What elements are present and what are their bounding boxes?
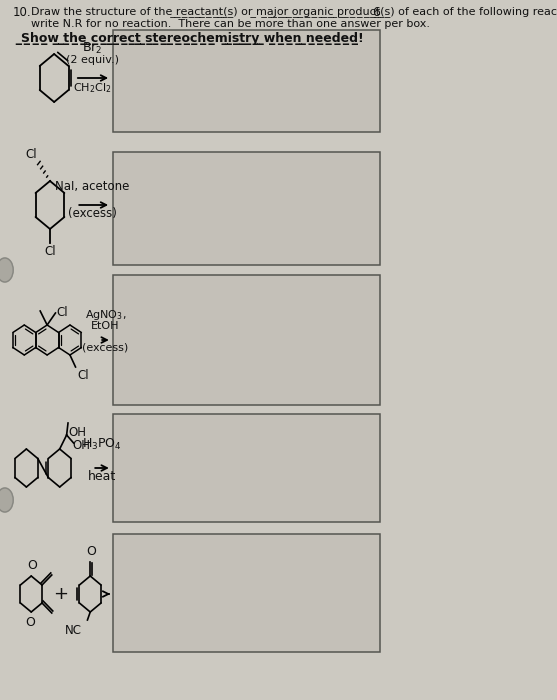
Text: (excess): (excess) <box>68 207 117 220</box>
Text: Cl: Cl <box>77 369 89 382</box>
Text: (excess): (excess) <box>82 342 129 352</box>
Text: Cl: Cl <box>57 305 69 318</box>
Bar <box>113 30 380 132</box>
Text: write N.R for no reaction.  There can be more than one answer per box.: write N.R for no reaction. There can be … <box>31 19 429 29</box>
Text: O: O <box>26 616 36 629</box>
Text: OH: OH <box>68 426 86 440</box>
Text: (2 equiv.): (2 equiv.) <box>66 55 119 65</box>
Text: heat: heat <box>88 470 116 483</box>
Text: EtOH: EtOH <box>91 321 120 331</box>
Circle shape <box>0 488 13 512</box>
Text: NC: NC <box>65 624 82 637</box>
Bar <box>113 414 380 522</box>
Bar <box>113 275 380 405</box>
Circle shape <box>0 258 13 282</box>
Text: H$_3$PO$_4$: H$_3$PO$_4$ <box>82 437 122 452</box>
Text: Draw the structure of the ̲r̲e̲a̲c̲t̲a̲n̲t̲(̲s̲) or ̲m̲a̲j̲o̲r̲ ̲o̲r̲g̲a̲n̲i̲c̲ : Draw the structure of the ̲r̲e̲a̲c̲t̲a̲n… <box>31 6 557 17</box>
Text: Cl: Cl <box>26 148 37 161</box>
Text: Br$_2$: Br$_2$ <box>82 41 102 56</box>
Text: NaI, acetone: NaI, acetone <box>55 180 129 193</box>
Text: +: + <box>53 585 69 603</box>
Text: OH: OH <box>72 439 90 452</box>
Bar <box>113 152 380 265</box>
Text: AgNO$_3$,: AgNO$_3$, <box>85 308 126 322</box>
Bar <box>113 534 380 652</box>
Text: 6: 6 <box>373 6 380 19</box>
Text: ̲S̲h̲o̲w̲ ̲t̲h̲e̲ ̲c̲o̲r̲r̲e̲c̲t̲ ̲s̲t̲e̲r̲e̲o̲c̲h̲e̲m̲i̲s̲t̲r̲y̲ ̲w̲h̲e̲n̲ ̲n̲e: ̲S̲h̲o̲w̲ ̲t̲h̲e̲ ̲c̲o̲r̲r̲e̲c̲t̲ ̲s̲t̲e… <box>22 32 364 45</box>
Text: O: O <box>27 559 37 572</box>
Text: Cl: Cl <box>44 245 56 258</box>
Text: CH$_2$Cl$_2$: CH$_2$Cl$_2$ <box>73 81 111 94</box>
Text: 10.: 10. <box>12 6 31 19</box>
Text: O: O <box>86 545 96 558</box>
